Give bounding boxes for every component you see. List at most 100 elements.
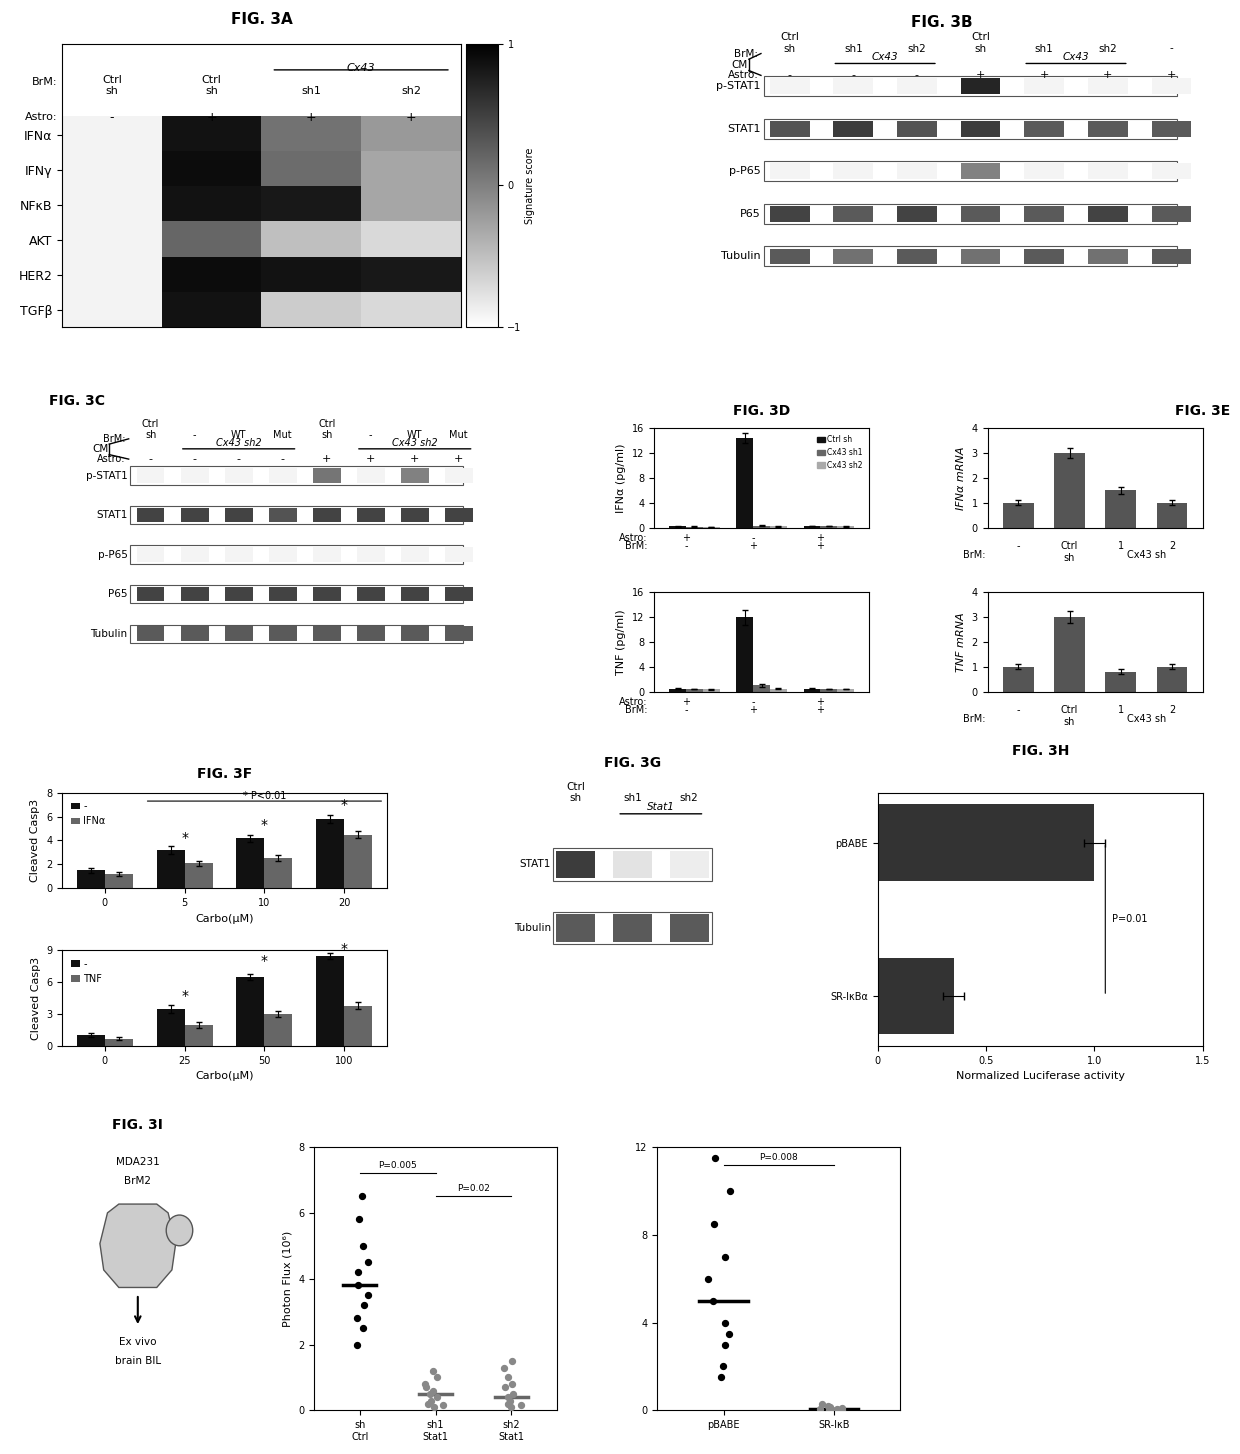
Point [498,1365,518,1389]
Bar [1152,121,1192,137]
Bar [77,871,104,888]
Bar [753,525,770,528]
Bar [104,1038,133,1045]
Text: +: + [454,454,464,464]
Point [704,1213,724,1236]
Text: WT: WT [231,430,247,441]
Circle shape [166,1216,192,1246]
Text: p-P65: p-P65 [729,166,761,176]
Bar [804,689,821,692]
Bar [1152,206,1192,221]
Bar [670,689,686,692]
Point [821,1396,841,1419]
X-axis label: Normalized Luciferase activity: Normalized Luciferase activity [956,1072,1125,1082]
Bar [1105,490,1136,528]
Bar [185,1025,212,1045]
Text: Cx43 sh: Cx43 sh [1127,550,1166,560]
Bar [269,587,296,602]
Text: p-STAT1: p-STAT1 [717,81,761,92]
Text: +: + [682,698,689,707]
Text: Ctrl
sh: Ctrl sh [317,419,336,441]
Point [498,1386,518,1409]
Bar [961,206,1001,221]
Text: BrM:: BrM: [31,77,57,87]
Legend: -, IFNα: -, IFNα [67,798,109,830]
Legend: -, TNF: -, TNF [67,955,107,987]
Text: Astro:: Astro: [619,698,647,707]
Text: P=0.005: P=0.005 [378,1162,417,1170]
Text: Tubulin: Tubulin [513,923,551,933]
Point [348,1274,368,1297]
Point [818,1399,838,1422]
Text: Ctrl
sh: Ctrl sh [102,74,122,96]
X-axis label: Carbo(μM): Carbo(μM) [195,1072,254,1082]
Bar [553,849,712,881]
Bar [833,206,873,221]
Bar [833,249,873,265]
Point [712,1365,732,1389]
Text: CM: CM [732,60,748,70]
Text: -: - [684,541,688,551]
Bar [737,616,753,692]
Bar [129,585,463,603]
Bar [764,119,1177,138]
Point [812,1391,832,1415]
Point [502,1349,522,1373]
Text: +: + [976,70,986,80]
Text: *: * [260,817,268,832]
Bar [670,851,709,878]
Bar [1087,163,1127,179]
Bar [136,507,165,522]
Bar [833,121,873,137]
Bar [269,627,296,641]
Point [423,1378,443,1402]
Text: Astro:: Astro: [619,534,647,544]
Bar [357,507,384,522]
Point [428,1386,448,1409]
Bar [237,977,264,1045]
Point [358,1284,378,1307]
Text: BrM:: BrM: [625,541,647,551]
Bar [770,79,810,95]
Y-axis label: Cleaved Casp3: Cleaved Casp3 [31,798,41,883]
Bar [129,625,463,643]
Point [703,1290,723,1313]
Text: BrM:: BrM: [625,705,647,715]
Bar [181,587,208,602]
Text: MDA231: MDA231 [115,1156,160,1166]
Text: p-P65: p-P65 [98,550,128,560]
Text: +: + [322,454,331,464]
Y-axis label: Photon Flux (10⁶): Photon Flux (10⁶) [283,1230,293,1328]
Text: +: + [749,541,758,551]
Text: +: + [816,534,825,544]
Bar [686,689,703,692]
Bar [764,161,1177,182]
Bar [181,548,208,561]
Text: BrM2: BrM2 [124,1176,151,1186]
Bar [1087,79,1127,95]
Bar [961,163,1001,179]
Text: *: * [260,954,268,968]
Text: STAT1: STAT1 [520,859,551,869]
Text: Cx43 sh2: Cx43 sh2 [216,438,262,448]
Text: 1: 1 [1117,541,1123,551]
Bar [136,587,165,602]
Bar [1087,121,1127,137]
Text: +: + [816,705,825,715]
Bar [897,79,936,95]
Bar [1087,249,1127,265]
Text: STAT1: STAT1 [95,510,128,521]
Text: +: + [1039,70,1049,80]
Y-axis label: TNF mRNA: TNF mRNA [956,612,966,672]
Point [427,1365,446,1389]
Text: FIG. 3D: FIG. 3D [733,404,790,419]
Bar [1087,206,1127,221]
Bar [553,912,712,944]
Text: Cx43 sh2: Cx43 sh2 [392,438,438,448]
Point [719,1322,739,1345]
Bar [156,851,185,888]
Bar [345,1006,372,1045]
Bar [770,206,810,221]
Text: sh1: sh1 [1035,44,1054,54]
Text: Ctrl
sh: Ctrl sh [141,419,159,441]
